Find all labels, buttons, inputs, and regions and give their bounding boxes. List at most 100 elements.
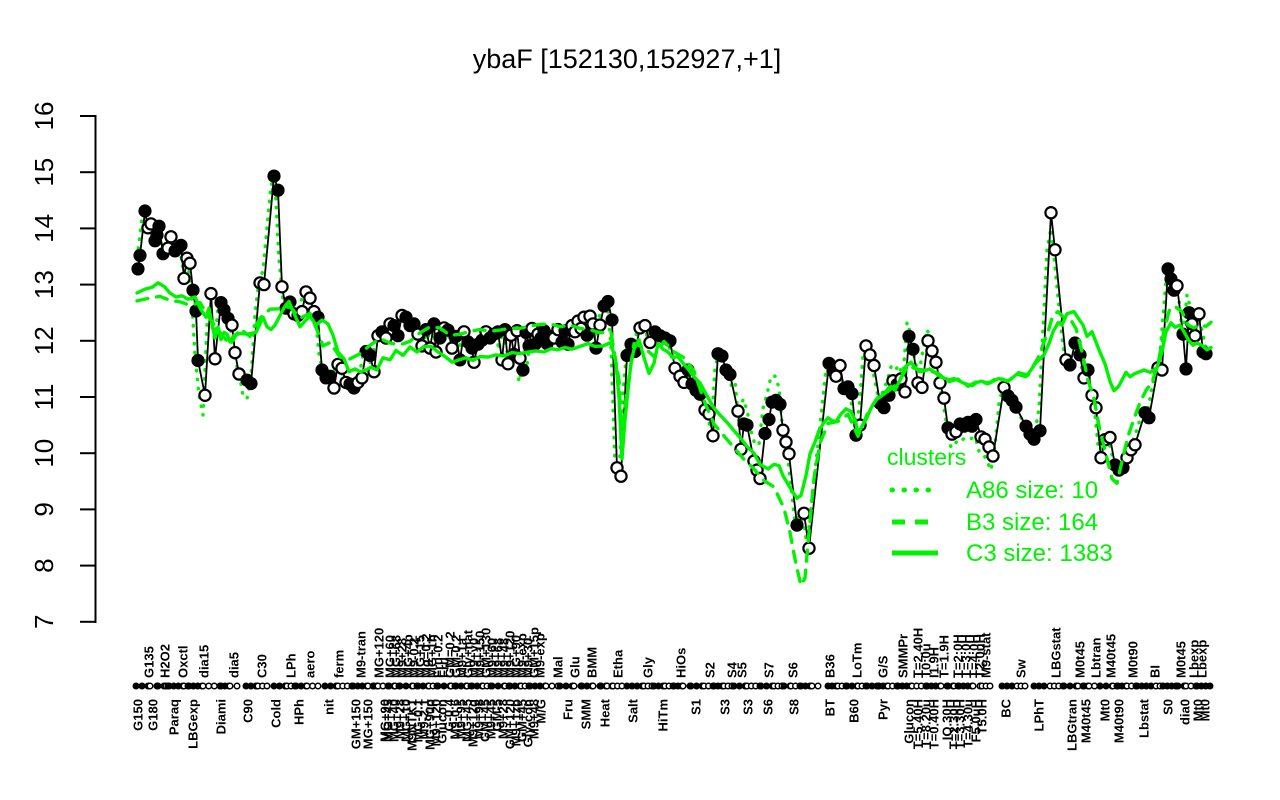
svg-text:M9+48: M9+48 [497, 638, 512, 678]
svg-text:M9+150: M9+150 [473, 631, 488, 678]
svg-text:Gly: Gly [641, 656, 656, 678]
svg-text:T=4:0H: T=4:0H [967, 634, 982, 678]
svg-text:11: 11 [29, 384, 59, 411]
svg-text:MG+90p: MG+90p [423, 699, 438, 750]
svg-text:SMMPr: SMMPr [896, 634, 911, 678]
svg-text:MG+1h: MG+1h [425, 634, 440, 678]
svg-text:aero: aero [303, 650, 318, 678]
svg-text:H2O2: H2O2 [158, 644, 173, 678]
svg-text:Mg=0.2: Mg=0.2 [419, 634, 434, 678]
svg-text:MG+45: MG+45 [460, 699, 475, 742]
svg-text:BC: BC [999, 698, 1014, 717]
svg-text:LBGexp: LBGexp [186, 699, 201, 749]
svg-text:Lbexp: Lbexp [1187, 640, 1202, 678]
svg-text:ferm: ferm [332, 650, 347, 678]
svg-text:IQ.30H: IQ.30H [940, 699, 955, 740]
svg-text:HPh: HPh [292, 699, 307, 725]
svg-text:M/G: M/G [534, 699, 549, 724]
svg-text:GM-5: GM-5 [490, 699, 505, 732]
svg-text:M9-0.2: M9-0.2 [407, 638, 422, 678]
svg-text:MG+120: MG+120 [372, 628, 387, 678]
svg-text:Pyr: Pyr [876, 699, 891, 720]
svg-text:Cold: Cold [269, 699, 284, 728]
svg-text:M9+28: M9+28 [395, 638, 410, 678]
svg-text:GM+120: GM+120 [503, 699, 518, 749]
svg-text:M9-0.6: M9-0.6 [448, 699, 463, 739]
svg-text:M9+60: M9+60 [485, 638, 500, 678]
svg-text:GM-0.2: GM-0.2 [449, 635, 464, 678]
svg-text:S3: S3 [741, 699, 756, 715]
svg-text:T=5.40H: T=5.40H [911, 699, 926, 749]
svg-text:I1.9H: I1.9H [927, 647, 942, 678]
svg-text:T0:0u: T0:0u [919, 643, 934, 678]
svg-text:Mt0: Mt0 [1098, 699, 1113, 721]
svg-text:GM+130: GM+130 [479, 628, 494, 678]
svg-text:S6: S6 [786, 662, 801, 678]
svg-text:Glu: Glu [568, 656, 583, 678]
svg-text:S6: S6 [761, 699, 776, 715]
svg-text:8: 8 [29, 558, 59, 572]
svg-text:S7: S7 [762, 662, 777, 678]
svg-text:Sw: Sw [1014, 658, 1029, 678]
svg-text:M9-stat: M9-stat [979, 632, 994, 678]
svg-text:M9-tran: M9-tran [354, 631, 369, 678]
svg-text:M9NTK1: M9NTK1 [405, 699, 420, 751]
svg-text:Lbexp: Lbexp [1195, 640, 1210, 678]
svg-text:LoTm: LoTm [850, 643, 865, 678]
svg-text:G180: G180 [146, 699, 161, 731]
svg-text:C30: C30 [255, 654, 270, 678]
svg-text:Lbtran: Lbtran [1089, 638, 1104, 679]
svg-text:C3 size: 1383: C3 size: 1383 [966, 540, 1113, 567]
svg-text:clusters: clusters [887, 444, 966, 470]
svg-text:SMM: SMM [579, 699, 594, 729]
svg-text:M9+1a: M9+1a [455, 637, 470, 678]
svg-text:GM=0.2: GM=0.2 [443, 631, 458, 678]
svg-text:13: 13 [29, 270, 59, 299]
svg-text:S8: S8 [787, 699, 802, 715]
svg-text:MG+10: MG+10 [399, 699, 414, 742]
svg-text:LBGstat: LBGstat [1049, 627, 1064, 678]
svg-text:M9-exp: M9-exp [533, 633, 548, 678]
svg-text:M9+28: M9+28 [496, 699, 511, 739]
svg-text:HiOs: HiOs [674, 648, 689, 678]
svg-text:Fru: Fru [561, 699, 576, 720]
svg-text:M9+120: M9+120 [503, 631, 518, 678]
svg-text:Etha: Etha [611, 649, 626, 678]
svg-text:T=2.40H: T=2.40H [911, 628, 926, 678]
svg-text:M9+28: M9+28 [393, 699, 408, 739]
svg-text:LPhT: LPhT [1032, 699, 1047, 732]
svg-text:M40t45: M40t45 [1079, 699, 1094, 743]
svg-text:Paraq: Paraq [167, 699, 182, 735]
svg-text:MG+90: MG+90 [509, 635, 524, 678]
svg-text:M9-2.1: M9-2.1 [417, 699, 432, 739]
svg-text:B36: B36 [823, 654, 838, 678]
svg-text:dia0: dia0 [1178, 699, 1193, 725]
svg-text:Glucon: Glucon [902, 699, 917, 744]
svg-text:S0: S0 [1161, 699, 1176, 715]
svg-text:T=2.30H: T=2.30H [947, 699, 962, 749]
svg-text:G-0.4: G-0.4 [442, 698, 457, 731]
svg-text:T=3:0H: T=3:0H [959, 634, 974, 678]
svg-text:GM+45: GM+45 [478, 699, 493, 742]
svg-text:dia5: dia5 [227, 652, 242, 678]
svg-text:12: 12 [29, 326, 59, 355]
svg-text:G150: G150 [131, 699, 146, 731]
svg-text:Mal: Mal [551, 656, 566, 678]
svg-text:M9+45: M9+45 [484, 699, 499, 739]
svg-text:Glucon: Glucon [435, 699, 450, 744]
svg-text:LPh: LPh [284, 653, 299, 678]
svg-text:F5.0uH: F5.0uH [969, 699, 984, 742]
svg-text:M9-exp: M9-exp [515, 633, 530, 678]
svg-text:MG-0.1: MG-0.1 [411, 699, 426, 742]
svg-text:M9+y0: M9+y0 [467, 638, 482, 678]
svg-text:Heat: Heat [598, 698, 613, 727]
svg-text:MG+150: MG+150 [361, 699, 376, 749]
svg-text:15: 15 [29, 158, 59, 187]
svg-text:Salt: Salt [626, 698, 641, 723]
svg-text:GM+15p: GM+15p [527, 627, 542, 678]
svg-text:T=0.40H: T=0.40H [927, 699, 942, 749]
svg-text:S2: S2 [703, 662, 718, 678]
svg-text:9: 9 [29, 502, 59, 516]
svg-text:M0t90: M0t90 [1126, 641, 1141, 678]
svg-text:T=8.20u: T=8.20u [919, 699, 934, 748]
